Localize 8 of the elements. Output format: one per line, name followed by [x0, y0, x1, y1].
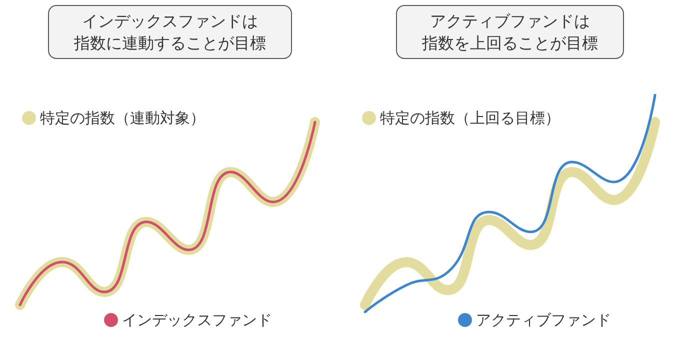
chart-title: アクティブファンドは: [430, 12, 590, 30]
legend-label: インデックスファンド: [122, 311, 272, 329]
chart-title: インデックスファンドは: [82, 12, 258, 30]
legend-label: アクティブファンド: [476, 311, 611, 329]
legend-label: 特定の指数（上回る目標）: [380, 109, 560, 127]
chart-subtitle: 指数を上回ることが目標: [421, 34, 598, 52]
legend-label: 特定の指数（連動対象）: [40, 109, 205, 127]
chart-subtitle: 指数に連動することが目標: [73, 34, 266, 52]
